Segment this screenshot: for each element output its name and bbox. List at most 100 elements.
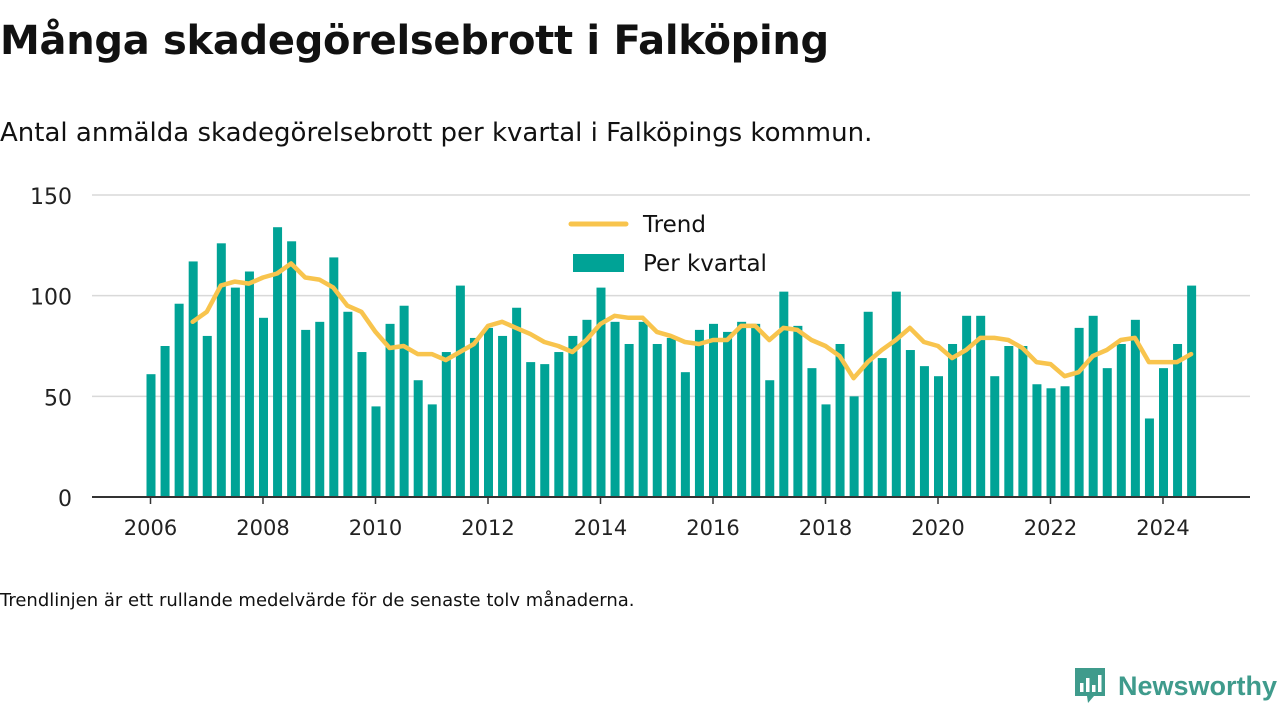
- bar-2020-Q2: [948, 343, 958, 497]
- bar-2012-Q4: [526, 362, 536, 497]
- bar-2018-Q1: [821, 404, 831, 497]
- x-axis-ticks: 2006 2008 2010 2012 2014 2016 2018 2020 2022 2024: [124, 497, 1190, 540]
- legend: Trend Per kvartal: [568, 212, 767, 277]
- bar-2010-Q3: [399, 305, 409, 497]
- bar-2007-Q2: [216, 243, 226, 497]
- bar-2006-Q1: [146, 374, 156, 497]
- bar-2016-Q1: [709, 323, 718, 497]
- bar-2020-Q3: [962, 315, 972, 497]
- bar-2021-Q1: [990, 376, 1000, 497]
- legend-bar-swatch: [573, 254, 624, 272]
- bar-2011-Q4: [469, 337, 479, 497]
- chart-title: Många skadegörelsebrott i Falköping: [0, 18, 829, 64]
- x-tick-label-2016: 2016: [686, 516, 739, 540]
- bar-2010-Q4: [413, 380, 423, 497]
- bar-2017-Q4: [807, 368, 817, 497]
- bar-2017-Q3: [793, 325, 803, 497]
- bar-2015-Q4: [694, 329, 704, 497]
- bar-2016-Q3: [737, 321, 747, 497]
- bar-2013-Q3: [568, 335, 578, 497]
- bar-2011-Q3: [455, 285, 465, 497]
- bar-2024-Q3: [1187, 285, 1197, 497]
- bar-2019-Q2: [891, 291, 901, 497]
- bar-2018-Q4: [863, 311, 873, 497]
- bar-series-per-kvartal: [146, 227, 1197, 498]
- bar-2014-Q3: [624, 343, 634, 497]
- bar-2008-Q1: [259, 317, 268, 497]
- bar-2023-Q1: [1102, 368, 1112, 497]
- chart-subtitle: Antal anmälda skadegörelsebrott per kvar…: [0, 118, 873, 148]
- bar-2007-Q4: [244, 271, 254, 497]
- newsworthy-logo-icon: [1075, 668, 1105, 703]
- bar-2014-Q1: [596, 287, 606, 497]
- brand-name: Newsworthy: [1118, 670, 1278, 701]
- bar-2016-Q2: [723, 331, 733, 497]
- bar-2019-Q4: [919, 366, 929, 497]
- legend-bar-label: Per kvartal: [643, 251, 767, 277]
- x-tick-label-2020: 2020: [911, 516, 964, 540]
- bar-2009-Q4: [357, 352, 367, 497]
- bar-2023-Q3: [1130, 319, 1140, 497]
- bar-2007-Q1: [202, 335, 212, 497]
- bar-2014-Q2: [610, 321, 620, 497]
- bar-2011-Q1: [427, 404, 437, 497]
- brand-logo: Newsworthy: [1072, 664, 1277, 708]
- x-tick-label-2006: 2006: [124, 516, 177, 540]
- bar-2022-Q4: [1088, 315, 1098, 497]
- bar-2022-Q2: [1060, 386, 1070, 497]
- bar-2018-Q2: [835, 343, 845, 497]
- footnote: Trendlinjen är ett rullande medelvärde f…: [0, 590, 635, 611]
- x-tick-label-2022: 2022: [1024, 516, 1077, 540]
- legend-trend-label: Trend: [642, 212, 706, 238]
- bar-2015-Q2: [666, 337, 676, 497]
- bar-2009-Q3: [343, 311, 353, 497]
- bar-2024-Q2: [1173, 343, 1183, 497]
- bar-2022-Q1: [1046, 388, 1056, 497]
- y-axis-ticks: 0 50 100 150: [30, 185, 72, 512]
- x-tick-label-2014: 2014: [574, 516, 627, 540]
- bar-2017-Q2: [779, 291, 789, 497]
- bar-2009-Q2: [329, 257, 339, 497]
- bar-2008-Q2: [273, 227, 283, 498]
- bar-2023-Q2: [1116, 343, 1126, 497]
- bar-2006-Q2: [160, 346, 170, 497]
- bar-2018-Q3: [849, 396, 859, 497]
- x-tick-label-2018: 2018: [799, 516, 852, 540]
- x-tick-label-2008: 2008: [236, 516, 289, 540]
- y-tick-label-150: 150: [30, 185, 72, 210]
- bar-2014-Q4: [638, 321, 648, 497]
- bar-2020-Q4: [976, 315, 986, 497]
- bar-2024-Q1: [1159, 368, 1168, 497]
- bar-2006-Q3: [174, 303, 184, 497]
- x-tick-label-2012: 2012: [461, 516, 514, 540]
- bar-2010-Q2: [385, 323, 395, 497]
- x-tick-label-2010: 2010: [349, 516, 402, 540]
- bar-2012-Q3: [512, 307, 522, 497]
- bar-2012-Q1: [484, 327, 493, 497]
- bar-2007-Q3: [230, 287, 240, 497]
- bar-2023-Q4: [1144, 418, 1154, 497]
- bar-2013-Q4: [582, 319, 592, 497]
- y-tick-label-0: 0: [58, 487, 72, 512]
- bar-2013-Q1: [540, 364, 550, 497]
- bar-2013-Q2: [554, 352, 564, 497]
- trend-line: [190, 261, 1194, 381]
- bar-2017-Q1: [765, 380, 775, 497]
- y-tick-label-100: 100: [30, 286, 72, 311]
- y-tick-label-50: 50: [44, 386, 72, 411]
- bar-2021-Q2: [1004, 346, 1014, 497]
- bar-2008-Q4: [301, 329, 311, 497]
- bar-2016-Q4: [751, 323, 761, 497]
- bar-2015-Q3: [680, 372, 690, 497]
- bar-2022-Q3: [1074, 327, 1084, 497]
- bar-2021-Q4: [1032, 384, 1042, 497]
- bar-2019-Q1: [877, 358, 887, 497]
- bar-2009-Q1: [315, 321, 325, 497]
- bar-2006-Q4: [188, 261, 198, 497]
- bar-2021-Q3: [1018, 346, 1028, 497]
- x-tick-label-2024: 2024: [1136, 516, 1189, 540]
- bar-2008-Q3: [287, 241, 297, 497]
- bar-2020-Q1: [934, 376, 943, 497]
- bar-2010-Q1: [371, 406, 381, 497]
